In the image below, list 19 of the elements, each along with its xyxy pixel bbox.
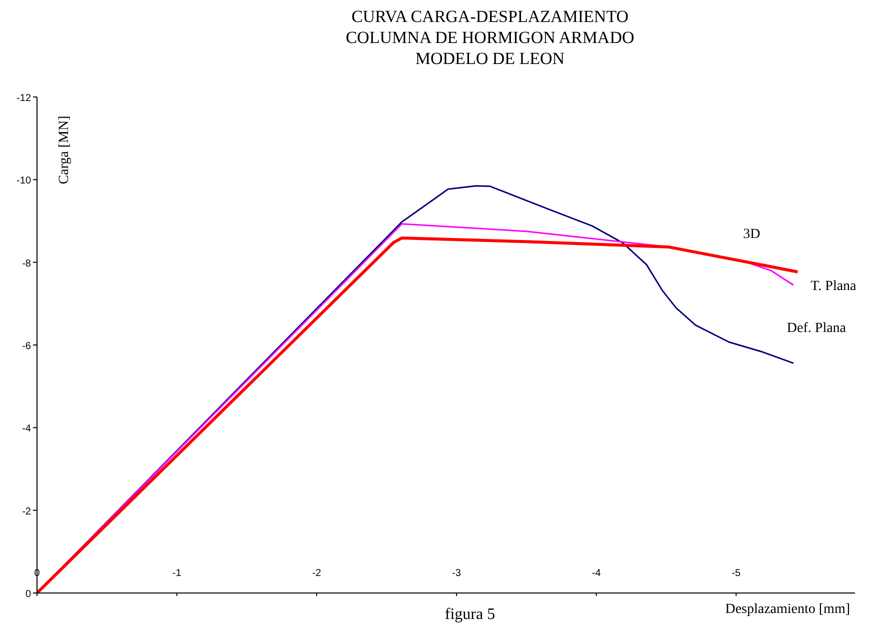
y-tick-label: -8 <box>22 258 32 270</box>
y-tick-label: -4 <box>22 424 32 435</box>
y-tick-label: -10 <box>16 176 32 187</box>
y-axis-title: Carga [MN] <box>57 116 72 184</box>
series-label: 3D <box>743 226 760 242</box>
x-tick-label: -2 <box>312 568 322 579</box>
x-tick-label: -3 <box>452 568 462 579</box>
text: figura 5 <box>444 606 496 623</box>
series-label: Def. Plana <box>786 321 847 336</box>
y-tick-label: -2 <box>22 506 32 518</box>
chart-title: CURVA CARGA-DESPLAZAMIENTO COLUMNA DE HORMIGON ARMADO MODELO DE LEON <box>346 7 634 68</box>
x-tick-label: -5 <box>732 568 742 579</box>
y-tick-label: -6 <box>22 341 32 352</box>
series-label: T. Plana <box>810 279 858 294</box>
y-tick-label: -12 <box>16 93 32 104</box>
x-tick-label: -4 <box>592 568 602 579</box>
y-tick-label: 0 <box>25 589 32 600</box>
x-axis-title: Desplazamiento [mm] <box>725 602 850 617</box>
x-tick-label: -1 <box>172 568 182 579</box>
